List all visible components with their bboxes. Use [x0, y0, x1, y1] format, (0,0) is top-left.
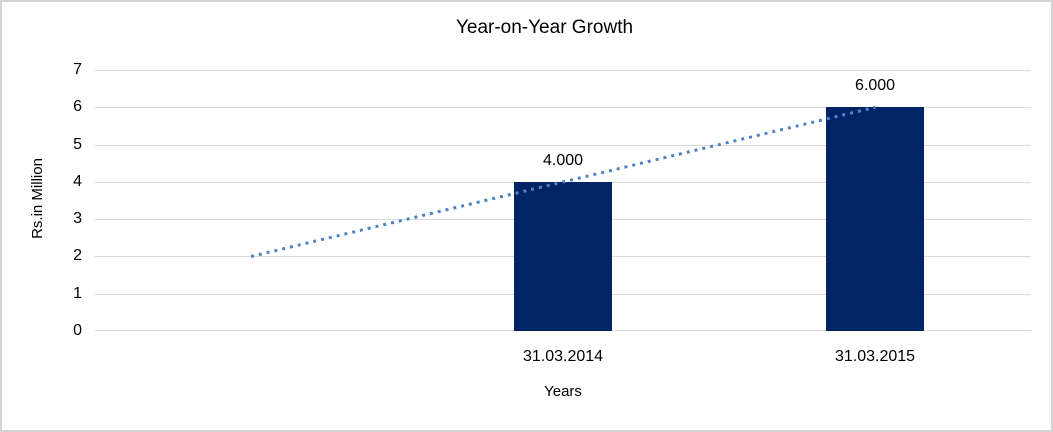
gridline: [95, 70, 1031, 71]
chart-title: Year-on-Year Growth: [455, 17, 634, 38]
y-tick-label: 4: [73, 172, 82, 190]
gridline: [95, 144, 1031, 146]
y-tick-label: 7: [73, 61, 82, 78]
bar: [514, 181, 612, 331]
y-tick-label: 5: [73, 135, 82, 153]
bar-data-label: 4.000: [542, 151, 584, 169]
gridline: [95, 107, 1031, 109]
x-axis-title: Years: [544, 383, 582, 400]
y-tick-label: 1: [73, 284, 82, 302]
y-tick-label: 3: [73, 210, 82, 228]
y-tick-label: 2: [73, 247, 82, 265]
y-tick-label: 6: [73, 98, 82, 116]
x-tick-label: 31.03.2015: [834, 348, 916, 365]
bar-data-label: 6.000: [854, 77, 896, 95]
y-tick-label: 0: [73, 322, 82, 339]
x-tick-label: 31.03.2014: [522, 348, 604, 365]
bar: [826, 107, 924, 331]
plot-area: 4.000 6.000: [95, 70, 1031, 331]
